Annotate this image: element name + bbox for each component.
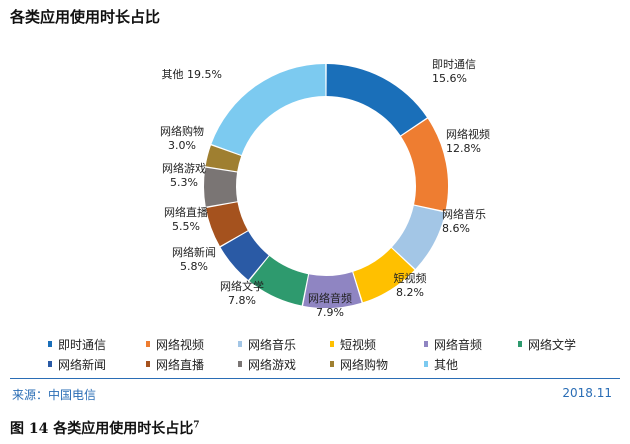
slice-8 [206,202,248,247]
slice-10 [205,145,242,172]
legend-label: 网络音乐 [248,338,297,352]
legend-swatch [424,341,428,347]
legend-label: 网络新闻 [58,358,107,372]
slice-5 [303,272,362,308]
legend-swatch [238,341,242,347]
chart-title: 各类应用使用时长占比 [10,8,161,26]
figure-caption-text: 图 14 各类应用使用时长占比 [10,421,194,437]
legend-label: 网络购物 [340,358,389,372]
slice-11 [211,64,326,156]
legend-label: 网络视频 [156,338,205,352]
legend-label: 其他 [434,358,459,372]
source-text: 来源：中国电信 [12,388,97,402]
legend-swatch [330,341,334,347]
slice-label-11: 其他 19.5% [162,68,222,81]
slice-label-8: 网络直播 5.5% [164,205,208,233]
slice-7 [220,231,269,281]
legend-swatch [48,341,52,347]
figure-caption-footnote: 7 [193,420,200,431]
slice-label-5: 网络音频 7.9% [308,291,352,319]
legend-label: 网络直播 [156,358,205,372]
legend-swatch [238,361,242,367]
legend-swatch [48,361,52,367]
slice-label-3: 网络音乐 8.6% [442,207,486,235]
legend-swatch [146,361,150,367]
slice-label-6: 网络文学 7.8% [220,279,264,307]
slice-label-10: 网络购物 3.0% [160,124,204,152]
legend-swatch [330,361,334,367]
legend-swatch [518,341,522,347]
slice-label-7: 网络新闻 5.8% [172,245,216,273]
footer-divider [10,378,620,379]
legend-label: 短视频 [340,338,377,352]
slice-3 [391,205,446,269]
slice-4 [353,248,415,303]
legend-swatch [146,341,150,347]
slice-6 [249,256,309,306]
donut-chart: 即时通信 15.6% 网络视频 12.8% 网络音乐 8.6% 短视频 8.2% 网络音频 7.9… [160,58,490,319]
legend-label: 网络音频 [434,338,483,352]
slice-label-1: 即时通信 15.6% [432,58,476,85]
slice-9 [204,167,238,207]
slice-label-2: 网络视频 12.8% [446,127,490,155]
legend-label: 即时通信 [58,338,107,352]
legend-swatch [424,361,428,367]
legend-label: 网络文学 [528,338,577,352]
legend-label: 网络游戏 [248,358,297,372]
date-text: 2018.11 [562,386,612,400]
slice-2 [401,118,449,212]
slice-label-4: 短视频 8.2% [394,271,427,299]
slice-1 [326,64,427,136]
slice-label-9: 网络游戏 5.3% [162,161,206,189]
figure-caption: 图 14 各类应用使用时长占比7 [10,418,200,438]
